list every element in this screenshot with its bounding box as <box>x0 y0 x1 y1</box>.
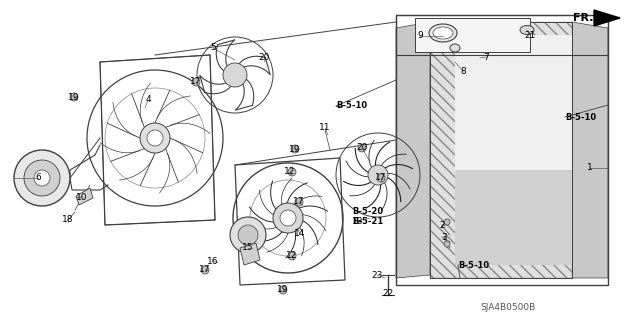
Circle shape <box>291 145 299 153</box>
Text: 18: 18 <box>62 214 74 224</box>
Text: 9: 9 <box>417 32 423 41</box>
Ellipse shape <box>433 27 453 39</box>
Circle shape <box>358 144 366 152</box>
Text: 5: 5 <box>210 43 216 53</box>
Text: 6: 6 <box>35 174 41 182</box>
Ellipse shape <box>520 26 534 34</box>
Text: 19: 19 <box>277 286 289 294</box>
Polygon shape <box>430 22 572 278</box>
Circle shape <box>147 130 163 146</box>
Text: 11: 11 <box>319 123 331 132</box>
Polygon shape <box>455 35 572 170</box>
Text: 12: 12 <box>286 251 298 261</box>
Text: 20: 20 <box>356 144 368 152</box>
Circle shape <box>377 174 385 182</box>
Text: FR.: FR. <box>573 13 593 23</box>
Circle shape <box>192 78 200 86</box>
Text: 17: 17 <box>199 265 211 275</box>
Polygon shape <box>415 18 530 52</box>
Text: 19: 19 <box>289 145 301 153</box>
Circle shape <box>223 63 247 87</box>
Text: 23: 23 <box>371 271 383 279</box>
Polygon shape <box>455 170 572 265</box>
Circle shape <box>201 266 209 274</box>
Circle shape <box>368 165 388 185</box>
Text: 21: 21 <box>524 31 536 40</box>
Circle shape <box>288 168 296 176</box>
Text: 22: 22 <box>382 288 394 298</box>
Text: B-5-10: B-5-10 <box>565 113 596 122</box>
Text: 10: 10 <box>76 192 88 202</box>
Text: 4: 4 <box>145 95 151 105</box>
Circle shape <box>140 123 170 153</box>
Text: B-5-10: B-5-10 <box>336 101 367 110</box>
Text: 20: 20 <box>259 53 269 62</box>
Circle shape <box>273 203 303 233</box>
Ellipse shape <box>450 44 460 52</box>
Polygon shape <box>76 188 93 205</box>
Circle shape <box>230 217 266 253</box>
Text: 7: 7 <box>483 53 489 62</box>
Text: 17: 17 <box>375 174 387 182</box>
Circle shape <box>295 198 303 206</box>
Text: B-5-20: B-5-20 <box>352 207 383 217</box>
Text: 17: 17 <box>190 78 202 86</box>
Circle shape <box>279 286 287 294</box>
Text: 2: 2 <box>439 220 445 229</box>
Circle shape <box>238 225 258 245</box>
Text: B-5-10: B-5-10 <box>458 261 489 270</box>
Text: 12: 12 <box>284 167 296 176</box>
Polygon shape <box>240 243 260 265</box>
Text: 15: 15 <box>243 243 253 253</box>
Text: SJA4B0500B: SJA4B0500B <box>480 303 535 313</box>
Text: 14: 14 <box>294 229 306 239</box>
Text: 3: 3 <box>441 233 447 241</box>
Polygon shape <box>594 10 620 26</box>
Circle shape <box>34 170 50 186</box>
Circle shape <box>288 252 296 260</box>
Ellipse shape <box>429 24 457 42</box>
Text: 19: 19 <box>68 93 80 101</box>
Text: 16: 16 <box>207 256 219 265</box>
Text: 17: 17 <box>293 197 305 206</box>
Text: 13: 13 <box>352 217 364 226</box>
Text: 1: 1 <box>587 164 593 173</box>
Circle shape <box>444 241 450 247</box>
Circle shape <box>24 160 60 196</box>
Circle shape <box>14 150 70 206</box>
Circle shape <box>280 210 296 226</box>
Circle shape <box>444 219 450 225</box>
Text: 8: 8 <box>460 66 466 76</box>
Polygon shape <box>572 22 608 278</box>
Polygon shape <box>396 22 430 278</box>
Circle shape <box>70 93 78 101</box>
Text: B-5-21: B-5-21 <box>352 218 383 226</box>
